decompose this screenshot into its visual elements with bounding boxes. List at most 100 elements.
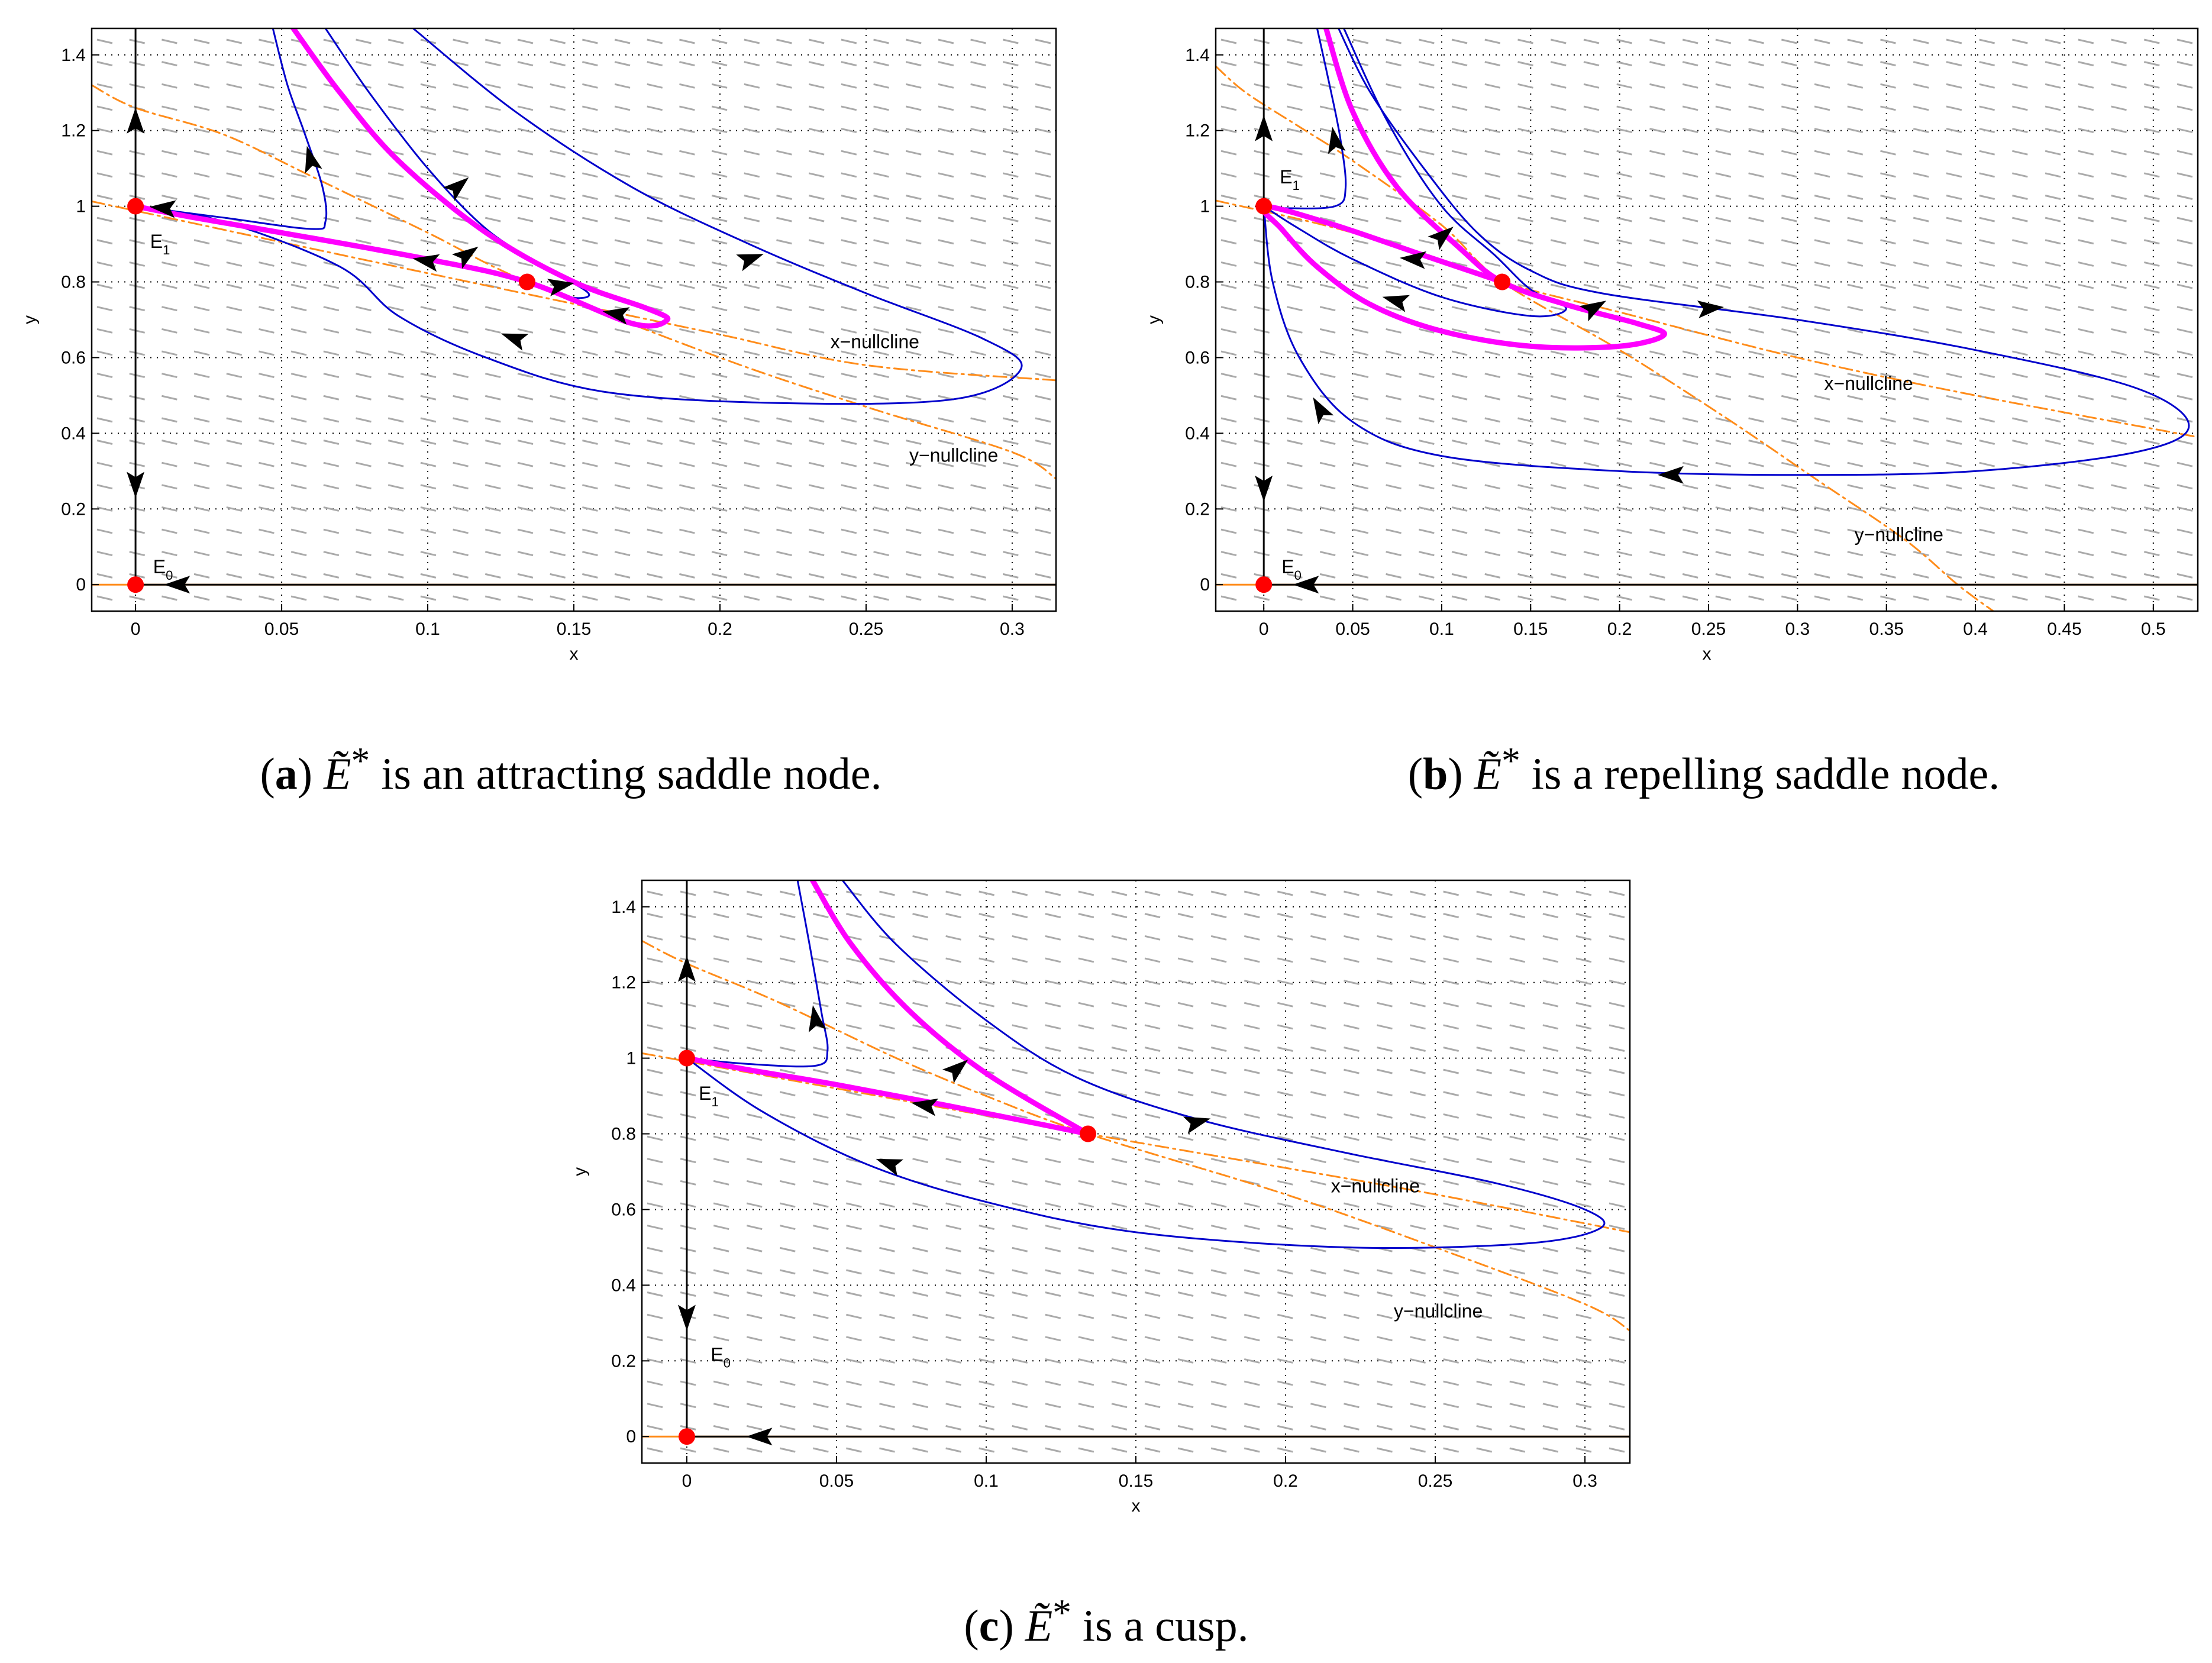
field-arrow bbox=[1979, 440, 1995, 445]
field-arrow bbox=[1550, 573, 1567, 579]
y-tick-label: 1 bbox=[1200, 197, 1210, 217]
field-arrow bbox=[1377, 1380, 1393, 1386]
field-arrow bbox=[873, 528, 889, 534]
field-arrow bbox=[1319, 373, 1336, 379]
field-arrow bbox=[96, 61, 113, 67]
field-arrow bbox=[259, 595, 275, 601]
caption-a-text: is an attracting saddle node. bbox=[370, 749, 882, 799]
field-arrow bbox=[1946, 506, 1962, 512]
field-arrow bbox=[905, 283, 922, 289]
field-arrow bbox=[1310, 1091, 1326, 1097]
field-arrow bbox=[1682, 128, 1698, 134]
field-arrow bbox=[905, 328, 922, 334]
field-arrow bbox=[420, 105, 437, 111]
field-arrow bbox=[1946, 283, 1962, 289]
field-arrow bbox=[1476, 1269, 1493, 1275]
field-arrow bbox=[1319, 417, 1336, 423]
field-arrow bbox=[744, 217, 760, 222]
field-arrow bbox=[1748, 61, 1764, 67]
field-arrow bbox=[1443, 1113, 1459, 1119]
field-arrow bbox=[1781, 417, 1797, 423]
field-arrow bbox=[162, 484, 177, 490]
field-arrow bbox=[746, 1447, 763, 1453]
nullcline-annotation: x−nullcline bbox=[1825, 373, 1913, 394]
field-arrow bbox=[1979, 195, 1995, 200]
field-arrow bbox=[647, 1313, 663, 1319]
field-arrow bbox=[846, 1091, 862, 1097]
equilibrium-label: E0 bbox=[153, 556, 173, 583]
field-arrow bbox=[680, 1358, 696, 1364]
field-arrow bbox=[1880, 373, 1896, 379]
field-arrow bbox=[193, 395, 210, 401]
field-arrow bbox=[979, 1425, 995, 1430]
field-arrow bbox=[129, 83, 146, 89]
field-arrow bbox=[2012, 528, 2028, 534]
field-arrow bbox=[1913, 195, 1929, 200]
field-arrow bbox=[96, 484, 113, 490]
field-arrow bbox=[1352, 461, 1369, 467]
field-arrow bbox=[1616, 306, 1633, 312]
field-arrow bbox=[1649, 573, 1665, 579]
field-arrow bbox=[680, 980, 696, 986]
field-arrow bbox=[614, 195, 631, 200]
field-arrow bbox=[453, 551, 469, 557]
field-arrow bbox=[905, 128, 922, 134]
field-arrow bbox=[1616, 195, 1633, 200]
field-arrow bbox=[1583, 373, 1600, 379]
field-arrow bbox=[129, 306, 146, 312]
field-arrow bbox=[679, 306, 695, 312]
field-arrow bbox=[711, 328, 728, 334]
field-arrow bbox=[1550, 283, 1567, 289]
field-arrow bbox=[226, 395, 243, 401]
field-arrow bbox=[912, 913, 928, 919]
field-arrow bbox=[1575, 980, 1592, 986]
field-arrow bbox=[879, 1269, 895, 1275]
field-arrow bbox=[970, 350, 986, 356]
field-arrow bbox=[1913, 83, 1929, 89]
field-arrow bbox=[938, 506, 954, 512]
field-arrow bbox=[2045, 261, 2061, 267]
field-arrow bbox=[1254, 595, 1270, 601]
field-arrow bbox=[129, 461, 146, 467]
field-arrow bbox=[226, 328, 243, 334]
field-arrow bbox=[647, 1358, 663, 1364]
field-arrow bbox=[945, 1403, 961, 1409]
field-arrow bbox=[1254, 306, 1270, 312]
field-arrow bbox=[1045, 1047, 1061, 1052]
field-arrow bbox=[905, 217, 922, 222]
field-arrow bbox=[945, 1291, 961, 1297]
field-arrow bbox=[1277, 1180, 1293, 1186]
field-arrow bbox=[2143, 195, 2160, 200]
direction-arrow bbox=[1183, 1116, 1211, 1134]
field-arrow bbox=[779, 980, 796, 986]
field-arrow bbox=[517, 595, 534, 601]
field-arrow bbox=[259, 528, 275, 534]
field-arrow bbox=[744, 484, 760, 490]
field-arrow bbox=[1451, 150, 1468, 156]
field-arrow bbox=[387, 373, 404, 379]
field-arrow bbox=[1012, 1158, 1028, 1164]
field-arrow bbox=[517, 217, 534, 222]
field-arrow bbox=[1484, 128, 1501, 134]
field-arrow bbox=[1781, 283, 1797, 289]
field-arrow bbox=[614, 573, 631, 579]
field-arrow bbox=[387, 528, 404, 534]
field-arrow bbox=[970, 306, 986, 312]
field-arrow bbox=[453, 440, 469, 445]
field-arrow bbox=[1979, 551, 1995, 557]
field-arrow bbox=[945, 1180, 961, 1186]
field-arrow bbox=[550, 38, 566, 44]
field-arrow bbox=[1814, 239, 1830, 245]
field-arrow bbox=[879, 1447, 895, 1453]
field-arrow bbox=[1542, 1135, 1559, 1141]
field-arrow bbox=[1144, 1247, 1161, 1252]
field-arrow bbox=[2111, 195, 2127, 200]
field-arrow bbox=[1880, 551, 1896, 557]
field-arrow bbox=[1946, 551, 1962, 557]
field-arrow bbox=[1715, 239, 1732, 245]
field-arrow bbox=[1419, 373, 1435, 379]
field-arrow bbox=[1244, 1113, 1260, 1119]
field-arrow bbox=[1682, 595, 1698, 601]
field-arrow bbox=[2045, 172, 2061, 178]
field-arrow bbox=[1517, 440, 1533, 445]
